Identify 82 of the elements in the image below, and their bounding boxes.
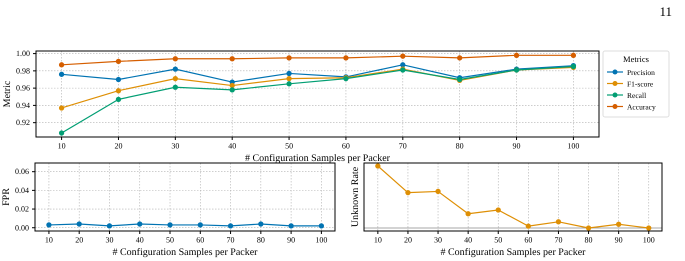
x-tick-label: 60 — [342, 142, 350, 151]
point — [514, 52, 520, 58]
x-tick-label: 70 — [226, 236, 235, 245]
point — [172, 84, 178, 90]
point — [526, 224, 531, 229]
x-tick-label: 60 — [196, 236, 204, 245]
point — [286, 81, 292, 86]
point — [230, 82, 235, 88]
x-tick-label: 70 — [554, 236, 562, 245]
x-axis-title: # Configuration Samples per Packer — [245, 153, 391, 164]
y-tick-label: 0.94 — [16, 100, 30, 110]
y-tick-label: 0.00 — [15, 223, 29, 232]
point — [286, 55, 292, 61]
point — [116, 76, 122, 82]
point — [400, 54, 406, 59]
point — [435, 188, 441, 194]
y-tick-label: 0.92 — [16, 118, 30, 128]
point — [116, 96, 122, 102]
x-tick-label: 70 — [398, 142, 407, 151]
x-tick-label: 10 — [44, 236, 53, 245]
point — [58, 72, 64, 77]
x-axis-title: # Configuration Samples per Packer — [440, 247, 586, 258]
x-tick-label: 90 — [614, 236, 623, 245]
text: 11 — [659, 4, 672, 19]
x-tick-label: 100 — [567, 142, 580, 151]
point — [556, 219, 562, 224]
point — [343, 55, 349, 61]
y-tick-label: 0.96 — [16, 84, 30, 93]
point — [400, 62, 406, 68]
point — [230, 56, 235, 62]
point — [586, 225, 592, 231]
x-tick-label: 30 — [434, 236, 442, 245]
point — [58, 62, 64, 68]
legend-title: Metrics — [623, 54, 649, 64]
point — [457, 55, 462, 61]
x-tick-label: 40 — [464, 236, 472, 245]
y-tick-label: 0.98 — [16, 66, 30, 76]
point — [405, 190, 411, 196]
point — [58, 105, 64, 111]
y-tick-label: 0.02 — [15, 204, 29, 214]
point — [116, 88, 122, 94]
x-tick-label: 80 — [456, 142, 464, 151]
point — [286, 70, 292, 76]
x-tick-label: 20 — [114, 142, 122, 151]
x-tick-label: 30 — [171, 142, 180, 151]
y-axis-title: Metric — [2, 80, 13, 108]
x-tick-label: 90 — [287, 236, 296, 245]
x-tick-label: 20 — [404, 236, 412, 245]
x-tick-label: 90 — [512, 142, 521, 151]
point — [58, 130, 64, 136]
point — [172, 66, 178, 72]
point — [616, 222, 622, 227]
x-tick-label: 50 — [494, 236, 502, 245]
x-tick-label: 60 — [524, 236, 532, 245]
x-tick-label: 10 — [58, 142, 66, 151]
x-tick-label: 100 — [315, 236, 328, 245]
x-tick-label: 80 — [256, 236, 265, 245]
y-axis-title: FPR — [1, 188, 12, 206]
point — [466, 211, 471, 216]
x-tick-label: 40 — [136, 236, 144, 245]
x-tick-label: 40 — [228, 142, 236, 151]
x-tick-label: 20 — [75, 236, 84, 245]
x-tick-label: 100 — [642, 236, 655, 245]
y-tick-label: 0.06 — [15, 167, 29, 176]
y-axis-title: Unknown Rate — [350, 166, 361, 228]
y-tick-label: 0.04 — [15, 186, 29, 195]
point — [230, 87, 235, 92]
point — [172, 76, 178, 82]
point — [286, 76, 292, 82]
point — [646, 225, 652, 231]
x-axis-title: # Configuration Samples per Packer — [112, 247, 258, 258]
x-tick-label: 30 — [105, 236, 114, 245]
x-tick-label: 50 — [166, 236, 174, 245]
x-tick-label: 80 — [584, 236, 593, 245]
x-tick-label: 10 — [374, 236, 382, 245]
point — [570, 52, 576, 58]
x-tick-label: 50 — [285, 142, 294, 151]
point — [172, 56, 178, 62]
y-tick-label: 1.00 — [16, 49, 30, 58]
point — [496, 207, 501, 213]
point — [375, 163, 380, 169]
point — [116, 58, 122, 64]
